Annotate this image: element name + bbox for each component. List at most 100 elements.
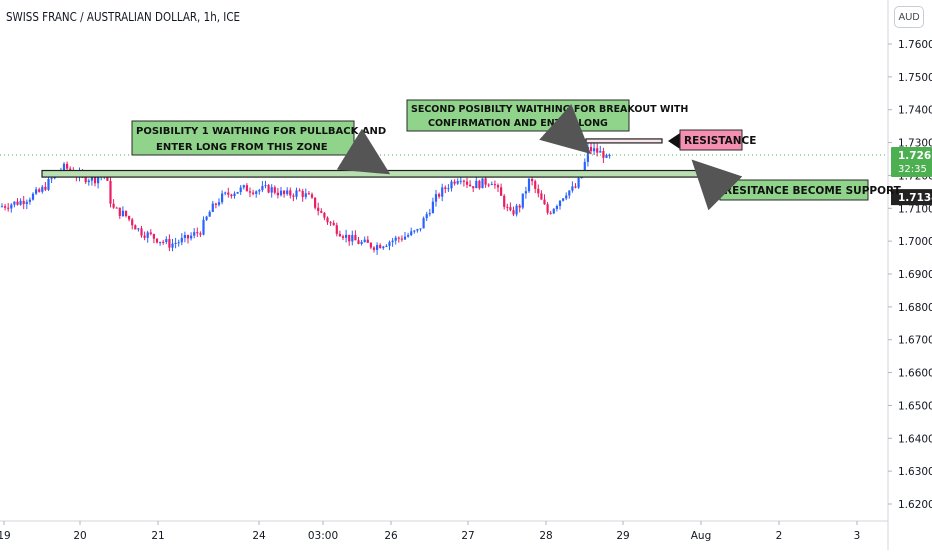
candle-body (608, 155, 611, 157)
candle-body (152, 234, 155, 239)
candle-body (115, 207, 118, 209)
candle-body (360, 241, 363, 244)
candle-body (394, 237, 397, 241)
price-tick-label: 1.7100 (898, 203, 932, 215)
possibility-1-line-2: ENTER LONG FROM THIS ZONE (156, 142, 328, 153)
candle-body (149, 232, 152, 235)
candle-body (345, 234, 348, 238)
candle-body (162, 241, 165, 243)
candle-body (391, 240, 394, 243)
candle-body (295, 190, 298, 197)
candle-body (357, 240, 360, 244)
price-tick-label: 1.7000 (898, 236, 932, 248)
candle-body (596, 148, 599, 153)
candle-body (558, 200, 562, 207)
candle-body (273, 187, 276, 193)
candle-body (438, 194, 441, 197)
resistance-zone[interactable] (585, 138, 663, 144)
candle-body (500, 187, 503, 196)
candle-body (255, 191, 258, 194)
candle-body (543, 199, 546, 205)
time-tick-label: 19 (0, 530, 11, 542)
currency-selector[interactable]: AUD (894, 6, 924, 28)
time-tick-label: 28 (539, 530, 552, 542)
candle-body (84, 175, 87, 183)
candle-body (549, 212, 552, 214)
candle-body (565, 195, 568, 199)
candle-body (428, 213, 431, 215)
candle-body (512, 210, 515, 215)
candle-body (140, 228, 143, 236)
candle-body (174, 242, 177, 244)
time-tick-label: 21 (151, 530, 164, 542)
candle-body (410, 231, 413, 236)
candle-body (320, 211, 323, 213)
candle-body (562, 198, 565, 201)
candles-layer (0, 143, 611, 255)
price-tick-label: 1.6600 (898, 368, 932, 380)
candle-body (258, 190, 261, 192)
candle-body (329, 222, 332, 224)
price-badges: 1.7262 32:35 1.7134 (891, 147, 932, 206)
possibility-1-callout[interactable] (131, 120, 355, 156)
candle-body (13, 201, 16, 205)
candle-body (41, 186, 44, 192)
candle-body (472, 186, 475, 189)
candle-body (16, 201, 19, 205)
candle-body (190, 235, 193, 239)
time-tick-label: 03:00 (308, 530, 338, 542)
candle-body (351, 235, 354, 242)
candle-body (307, 193, 310, 195)
price-tick-label: 1.6500 (898, 400, 932, 412)
candle-body (118, 207, 121, 217)
candle-body (524, 191, 527, 194)
candle-body (400, 238, 403, 240)
time-axis[interactable]: 19 20 21 24 03:00 26 27 28 29 Aug 2 3 (0, 521, 860, 542)
time-tick-label: 20 (73, 530, 86, 542)
candle-body (434, 194, 438, 202)
candle-body (242, 185, 245, 188)
candle-body (599, 151, 602, 153)
annotations-layer: POSIBILITY 1 WAITHING FOR PULLBACK AND EN… (131, 99, 902, 211)
candle-body (252, 192, 255, 194)
support-flip-label: RESITANCE BECOME SUPPORT (724, 185, 902, 197)
candle-body (447, 188, 450, 190)
resistance-label-box[interactable] (679, 129, 743, 151)
time-tick-label: 27 (461, 530, 474, 542)
price-axis[interactable]: 1.76001.75001.74001.73001.72001.71001.70… (888, 39, 932, 511)
candle-body (487, 184, 490, 186)
support-flip-arrow (691, 159, 743, 211)
candle-body (137, 228, 140, 230)
candle-body (270, 187, 273, 193)
candle-body (7, 207, 10, 209)
candle-body (403, 236, 407, 240)
candle-body (425, 214, 428, 219)
candle-body (245, 185, 248, 192)
candle-body (431, 201, 434, 214)
support-zone[interactable] (41, 169, 699, 178)
candle-body (574, 186, 577, 188)
candle-body (534, 181, 537, 189)
possibility-2-callout[interactable] (406, 99, 630, 132)
candle-body (413, 230, 416, 232)
candle-body (506, 206, 509, 208)
candle-body (186, 235, 190, 239)
candle-body (90, 176, 93, 181)
candle-body (372, 247, 376, 250)
candle-body (568, 190, 571, 196)
candle-body (465, 181, 469, 185)
candle-body (493, 184, 496, 186)
candle-body (146, 232, 149, 238)
candle-body (326, 217, 329, 223)
candle-body (264, 185, 267, 187)
chart-title: SWISS FRANC / AUSTRALIAN DOLLAR, 1h, ICE (6, 10, 241, 24)
candle-body (69, 168, 72, 172)
candle-body (490, 184, 493, 186)
possibility-2-line-1: SECOND POSIBILTY WAITHING FOR BREAKOUT W… (411, 104, 688, 115)
candle-body (441, 187, 444, 197)
candle-body (233, 193, 236, 197)
possibility-1-arrow (336, 128, 391, 175)
candle-body (422, 218, 425, 229)
last-price-badge (891, 147, 932, 178)
